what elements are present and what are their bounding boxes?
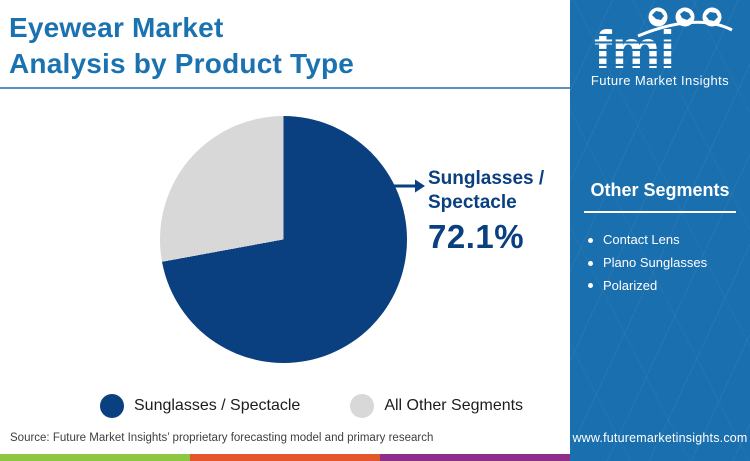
page-title-line1: Eyewear Market	[9, 12, 224, 43]
logo-subtext: Future Market Insights	[590, 73, 730, 88]
other-segments-section: Other Segments Contact Lens Plano Sungla…	[570, 180, 750, 297]
bullet-icon	[588, 283, 593, 289]
strip-segment	[380, 454, 570, 461]
list-item-label: Plano Sunglasses	[603, 254, 708, 270]
legend-item: All Other Segments	[350, 394, 523, 418]
legend-label: Sunglasses / Spectacle	[134, 397, 301, 414]
bullet-icon	[588, 260, 593, 266]
other-segments-list: Contact Lens Plano Sunglasses Polarized	[570, 229, 750, 297]
sidebar: fmi Future Market Insights Other Segment…	[570, 0, 750, 461]
bullet-icon	[588, 237, 593, 243]
svg-text:fmi: fmi	[594, 20, 675, 72]
legend-swatch	[350, 394, 375, 418]
list-item-label: Polarized	[603, 277, 658, 293]
page-title: Eyewear Market Analysis by Product Type	[9, 10, 549, 82]
legend-item: Sunglasses / Spectacle	[100, 394, 300, 418]
pie-chart	[160, 116, 407, 363]
list-item-label: Contact Lens	[603, 232, 680, 247]
website-link[interactable]: www.futuremarketinsights.com	[572, 431, 748, 445]
chart-legend: Sunglasses / Spectacle All Other Segment…	[100, 394, 523, 418]
callout-arrow-icon	[391, 179, 425, 193]
legend-swatch	[100, 394, 124, 418]
page-title-line2: Analysis by Product Type	[9, 47, 355, 79]
list-item: Contact Lens	[588, 229, 750, 252]
list-item: Polarized	[588, 275, 750, 298]
header-divider	[0, 87, 570, 89]
footer-color-strip	[0, 454, 570, 461]
callout-label-line2: Spectacle	[428, 192, 517, 214]
other-segments-title: Other Segments	[590, 180, 730, 200]
callout-label: Sunglasses / Spectacle	[428, 167, 544, 216]
source-note: Source: Future Market Insights’ propriet…	[10, 432, 434, 444]
globe-americas-icon	[648, 7, 668, 27]
list-item: Plano Sunglasses	[588, 252, 750, 275]
callout-label-line1: Sunglasses /	[428, 168, 545, 189]
strip-segment	[190, 454, 380, 461]
fmi-logo: fmi Future Market Insights	[570, 0, 750, 88]
legend-label: All Other Segments	[384, 397, 524, 414]
callout-value: 72.1%	[428, 218, 525, 255]
section-underline	[584, 211, 736, 213]
fmi-logo-icon: fmi	[594, 7, 733, 80]
strip-segment	[0, 454, 190, 461]
